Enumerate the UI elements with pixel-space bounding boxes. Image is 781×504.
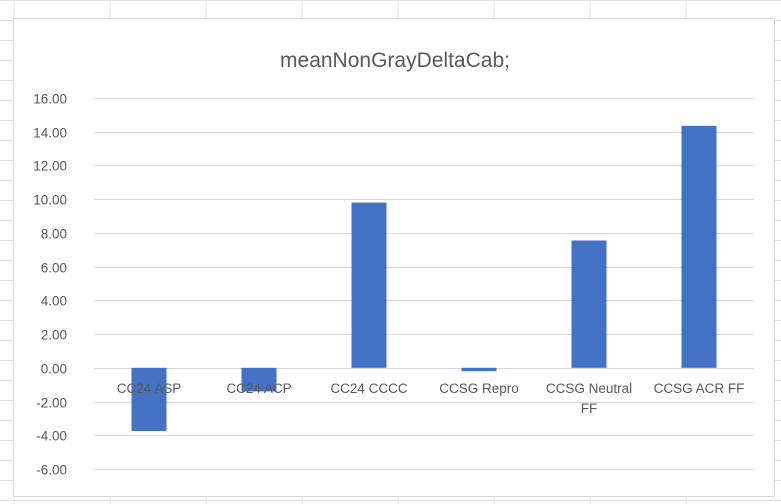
y-tick-label: 4.00 [41,294,67,309]
x-category-label: CCSG Neutral FF [546,381,632,416]
chart-title: meanNonGrayDeltaCab; [280,49,510,72]
bar [351,202,387,368]
chart-bars [131,125,717,432]
x-category-label: CC24 ACP [226,381,291,396]
x-category-label: CC24 CCCC [330,381,408,396]
y-tick-label: 16.00 [33,92,67,107]
y-tick-label: 6.00 [41,261,67,276]
y-tick-label: 0.00 [41,362,67,377]
x-axis-category-labels: CC24 ASP CC24 ACP CC24 CCCC CCSG Repro CCSG … [117,381,745,416]
chart-gridlines [94,98,754,470]
y-tick-label: 14.00 [33,126,67,141]
x-category-label: CCSG Repro [439,381,519,396]
y-tick-label: -6.00 [36,463,67,478]
y-tick-label: 10.00 [33,193,67,208]
x-category-label: CC24 ASP [117,381,182,396]
bar [571,240,607,368]
bar [681,125,717,368]
y-tick-label: 2.00 [41,328,67,343]
bar [131,367,167,432]
bar [461,367,497,372]
y-axis-tick-labels: 16.00 14.00 12.00 10.00 8.00 6.00 4.00 2.00 0.00… [33,92,67,478]
y-tick-label: -4.00 [36,429,67,444]
bar-chart: meanNonGrayDeltaCab; 16.00 14.00 12.00 10.0… [33,49,754,478]
chart-area[interactable]: meanNonGrayDeltaCab; 16.00 14.00 12.00 10.0… [13,18,775,497]
y-tick-label: 12.00 [33,159,67,174]
x-category-label: CCSG ACR FF [654,381,745,396]
y-tick-label: -2.00 [36,396,67,411]
bar [241,367,277,392]
y-tick-label: 8.00 [41,227,67,242]
